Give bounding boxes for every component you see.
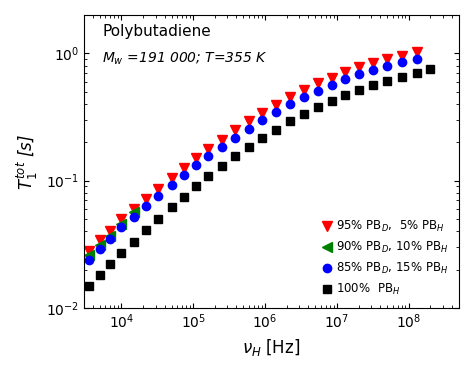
100%  PB$_H$ [428, 67, 433, 71]
100%  PB$_H$ [219, 164, 225, 168]
100%  PB$_H$ [193, 184, 199, 189]
100%  PB$_H$ [155, 217, 160, 221]
100%  PB$_H$ [118, 251, 124, 255]
100%  PB$_H$ [414, 70, 420, 75]
100%  PB$_H$ [131, 240, 137, 244]
100%  PB$_H$ [143, 228, 149, 232]
100%  PB$_H$ [287, 119, 292, 123]
100%  PB$_H$ [356, 88, 361, 92]
85% PB$_D$, 15% PB$_H$ [384, 64, 390, 68]
100%  PB$_H$ [259, 136, 264, 140]
Text: Polybutadiene: Polybutadiene [102, 24, 211, 39]
95% PB$_D$,  5% PB$_H$ [414, 50, 420, 54]
85% PB$_D$, 15% PB$_H$ [169, 183, 174, 188]
100%  PB$_H$ [107, 262, 113, 267]
85% PB$_D$, 15% PB$_H$ [118, 225, 124, 229]
90% PB$_D$, 10% PB$_H$ [97, 243, 102, 248]
X-axis label: $\nu_H$ [Hz]: $\nu_H$ [Hz] [242, 337, 301, 358]
85% PB$_D$, 15% PB$_H$ [143, 204, 149, 209]
100%  PB$_H$ [86, 283, 91, 288]
Legend: 95% PB$_D$,  5% PB$_H$, 90% PB$_D$, 10% PB$_H$, 85% PB$_D$, 15% PB$_H$, 100%  PB: 95% PB$_D$, 5% PB$_H$, 90% PB$_D$, 10% P… [317, 214, 453, 302]
95% PB$_D$,  5% PB$_H$ [169, 176, 174, 180]
Line: 90% PB$_D$, 10% PB$_H$: 90% PB$_D$, 10% PB$_H$ [83, 207, 139, 260]
85% PB$_D$, 15% PB$_H$ [193, 163, 199, 167]
85% PB$_D$, 15% PB$_H$ [414, 57, 420, 61]
95% PB$_D$,  5% PB$_H$ [356, 65, 361, 70]
95% PB$_D$,  5% PB$_H$ [97, 238, 102, 242]
95% PB$_D$,  5% PB$_H$ [155, 187, 160, 191]
95% PB$_D$,  5% PB$_H$ [193, 156, 199, 160]
100%  PB$_H$ [97, 273, 102, 278]
Line: 100%  PB$_H$: 100% PB$_H$ [84, 65, 435, 290]
Y-axis label: $T_1^{tot}$ [s]: $T_1^{tot}$ [s] [15, 134, 40, 189]
95% PB$_D$,  5% PB$_H$ [329, 75, 335, 80]
100%  PB$_H$ [384, 79, 390, 83]
85% PB$_D$, 15% PB$_H$ [259, 117, 264, 122]
95% PB$_D$,  5% PB$_H$ [342, 70, 348, 75]
85% PB$_D$, 15% PB$_H$ [232, 135, 237, 140]
85% PB$_D$, 15% PB$_H$ [219, 144, 225, 149]
100%  PB$_H$ [315, 104, 321, 109]
100%  PB$_H$ [301, 112, 307, 116]
85% PB$_D$, 15% PB$_H$ [107, 236, 113, 241]
85% PB$_D$, 15% PB$_H$ [131, 214, 137, 219]
95% PB$_D$,  5% PB$_H$ [399, 53, 405, 58]
85% PB$_D$, 15% PB$_H$ [399, 60, 405, 65]
95% PB$_D$,  5% PB$_H$ [182, 166, 187, 170]
85% PB$_D$, 15% PB$_H$ [97, 247, 102, 251]
85% PB$_D$, 15% PB$_H$ [287, 102, 292, 106]
85% PB$_D$, 15% PB$_H$ [370, 68, 376, 72]
95% PB$_D$,  5% PB$_H$ [205, 147, 210, 151]
95% PB$_D$,  5% PB$_H$ [107, 229, 113, 233]
85% PB$_D$, 15% PB$_H$ [155, 194, 160, 198]
95% PB$_D$,  5% PB$_H$ [232, 128, 237, 133]
95% PB$_D$,  5% PB$_H$ [246, 119, 252, 123]
85% PB$_D$, 15% PB$_H$ [246, 126, 252, 131]
85% PB$_D$, 15% PB$_H$ [273, 109, 278, 114]
100%  PB$_H$ [246, 145, 252, 149]
100%  PB$_H$ [205, 174, 210, 179]
95% PB$_D$,  5% PB$_H$ [384, 57, 390, 62]
100%  PB$_H$ [273, 127, 278, 132]
85% PB$_D$, 15% PB$_H$ [182, 173, 187, 177]
100%  PB$_H$ [329, 98, 335, 103]
85% PB$_D$, 15% PB$_H$ [301, 95, 307, 99]
85% PB$_D$, 15% PB$_H$ [205, 153, 210, 158]
90% PB$_D$, 10% PB$_H$ [107, 233, 113, 238]
95% PB$_D$,  5% PB$_H$ [287, 95, 292, 99]
90% PB$_D$, 10% PB$_H$ [131, 210, 137, 214]
95% PB$_D$,  5% PB$_H$ [301, 87, 307, 92]
95% PB$_D$,  5% PB$_H$ [86, 249, 91, 253]
90% PB$_D$, 10% PB$_H$ [86, 253, 91, 257]
95% PB$_D$,  5% PB$_H$ [370, 61, 376, 65]
Line: 95% PB$_D$,  5% PB$_H$: 95% PB$_D$, 5% PB$_H$ [83, 47, 422, 256]
95% PB$_D$,  5% PB$_H$ [273, 103, 278, 107]
95% PB$_D$,  5% PB$_H$ [131, 207, 137, 211]
95% PB$_D$,  5% PB$_H$ [118, 217, 124, 221]
100%  PB$_H$ [169, 205, 174, 209]
95% PB$_D$,  5% PB$_H$ [259, 110, 264, 115]
85% PB$_D$, 15% PB$_H$ [329, 82, 335, 87]
95% PB$_D$,  5% PB$_H$ [219, 137, 225, 142]
100%  PB$_H$ [370, 83, 376, 87]
Text: $M_w$ =191 000; $T$=355 K: $M_w$ =191 000; $T$=355 K [102, 50, 268, 66]
100%  PB$_H$ [399, 75, 405, 79]
Line: 85% PB$_D$, 15% PB$_H$: 85% PB$_D$, 15% PB$_H$ [84, 55, 421, 264]
85% PB$_D$, 15% PB$_H$ [342, 77, 348, 82]
90% PB$_D$, 10% PB$_H$ [118, 221, 124, 226]
100%  PB$_H$ [232, 154, 237, 159]
95% PB$_D$,  5% PB$_H$ [315, 81, 321, 86]
85% PB$_D$, 15% PB$_H$ [86, 257, 91, 262]
85% PB$_D$, 15% PB$_H$ [356, 72, 361, 77]
100%  PB$_H$ [182, 194, 187, 199]
95% PB$_D$,  5% PB$_H$ [143, 197, 149, 201]
85% PB$_D$, 15% PB$_H$ [315, 88, 321, 93]
100%  PB$_H$ [342, 93, 348, 97]
